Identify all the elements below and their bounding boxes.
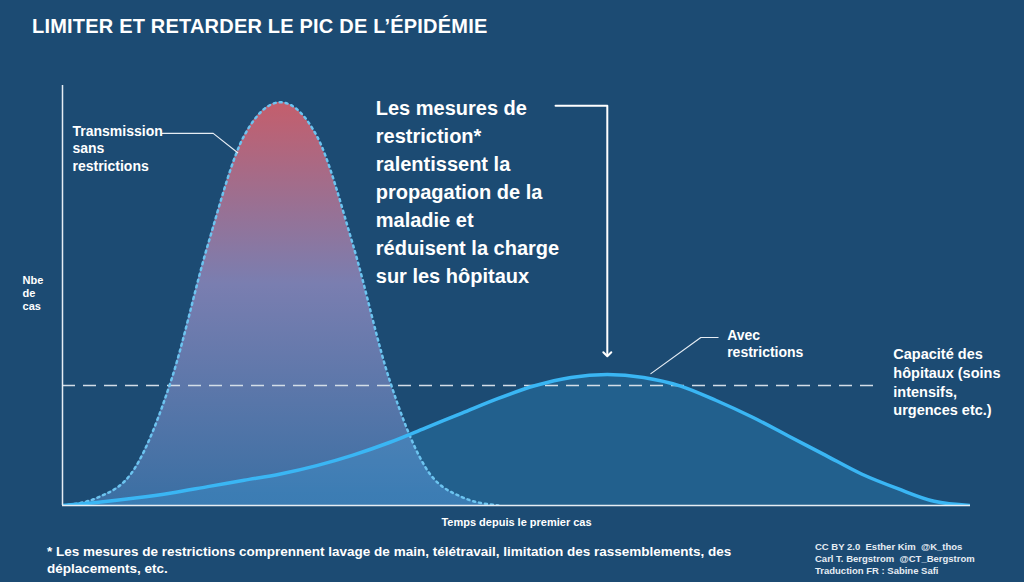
- html-text:* Les mesures de restrictions: * Les mesures de restrictions comprennen…: [47, 544, 732, 576]
- html-text:LIMITER ET RETARDER LE PIC DE: LIMITER ET RETARDER LE PIC DE L’ÉPIDÉMIE: [32, 15, 488, 37]
- svg-text:Avecrestrictions: Avecrestrictions: [727, 327, 803, 361]
- svg-text:Transmissionsansrestrictions: Transmissionsansrestrictions: [72, 123, 162, 174]
- svg-text:Capacité deshôpitaux (soinsint: Capacité deshôpitaux (soinsintensifs,urg…: [893, 346, 1000, 419]
- html-text:CC BY 2.0 Esther Kim @K_thos C: CC BY 2.0 Esther Kim @K_thos Carl T. Ber…: [815, 541, 975, 576]
- svg-text:Les mesures derestriction*rale: Les mesures derestriction*ralentissent l…: [376, 97, 559, 287]
- svg-text:Nbedecas: Nbedecas: [23, 274, 44, 312]
- svg-text:Temps depuis le premier cas: Temps depuis le premier cas: [441, 516, 591, 528]
